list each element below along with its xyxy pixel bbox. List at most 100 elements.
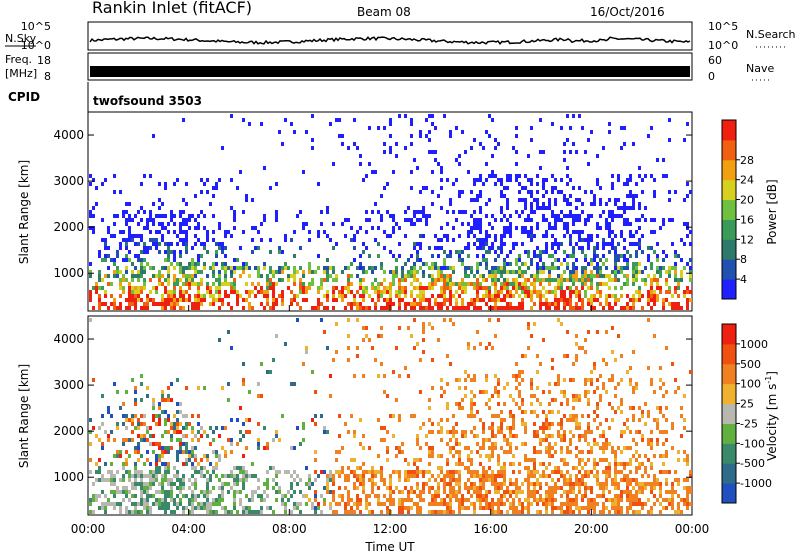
velocity-cell <box>188 450 191 454</box>
velocity-cell <box>398 326 401 330</box>
freq-panel-frame <box>87 52 693 81</box>
velocity-cell <box>434 490 437 494</box>
power-cell <box>683 198 686 202</box>
power-cell <box>500 286 503 290</box>
velocity-cell <box>572 498 575 502</box>
power-cell <box>140 286 143 290</box>
power-cell <box>659 266 662 270</box>
velocity-cell <box>434 498 437 502</box>
power-cell <box>104 302 107 306</box>
power-cell <box>206 234 209 238</box>
power-cell <box>173 250 176 254</box>
power-cell <box>383 186 386 190</box>
power-cell <box>545 178 548 182</box>
power-cell <box>317 182 320 186</box>
power-cell <box>584 290 587 294</box>
velocity-cell <box>335 322 338 326</box>
velocity-cell <box>455 482 458 486</box>
velocity-cell <box>635 466 638 470</box>
power-cell <box>575 294 578 298</box>
power-cell <box>557 266 560 270</box>
velocity-cell <box>473 374 476 378</box>
velocity-cell <box>653 418 656 422</box>
power-cell <box>659 270 662 274</box>
velocity-cell <box>653 454 656 458</box>
velocity-cell <box>122 474 125 478</box>
power-cell <box>383 306 386 310</box>
power-cell <box>524 278 527 282</box>
velocity-cell <box>140 434 143 438</box>
velocity-cell <box>500 486 503 490</box>
velocity-cell <box>155 470 158 474</box>
power-cell <box>389 290 392 294</box>
velocity-cell <box>650 466 653 470</box>
velocity-cell <box>242 422 245 426</box>
velocity-cell <box>575 418 578 422</box>
velocity-cell <box>626 474 629 478</box>
power-cell <box>425 218 428 222</box>
power-cell <box>653 218 656 222</box>
velocity-cell <box>263 446 266 450</box>
power-cell <box>518 282 521 286</box>
velocity-cell <box>557 374 560 378</box>
power-cell <box>431 170 434 174</box>
velocity-cell <box>500 426 503 430</box>
velocity-cell <box>539 438 542 442</box>
velocity-cell <box>587 390 590 394</box>
power-cell <box>440 294 443 298</box>
power-cell <box>404 290 407 294</box>
velocity-cell <box>455 430 458 434</box>
velocity-cell <box>296 506 299 510</box>
power-cell <box>611 238 614 242</box>
velocity-cell <box>449 430 452 434</box>
power-cell <box>512 146 515 150</box>
velocity-cell <box>530 378 533 382</box>
velocity-cell <box>437 502 440 506</box>
velocity-cell <box>257 438 260 442</box>
power-cell <box>632 194 635 198</box>
velocity-cell <box>230 346 233 350</box>
power-cell <box>587 138 590 142</box>
velocity-cell <box>494 482 497 486</box>
power-cell <box>422 186 425 190</box>
velocity-cell <box>356 486 359 490</box>
velocity-cell <box>689 486 692 490</box>
power-cell <box>500 274 503 278</box>
velocity-cell <box>383 390 386 394</box>
velocity-cell <box>191 450 194 454</box>
velocity-cell <box>464 394 467 398</box>
velocity-cell <box>494 474 497 478</box>
power-cell <box>275 282 278 286</box>
velocity-cell <box>464 498 467 502</box>
power-cell <box>326 258 329 262</box>
power-cell <box>599 186 602 190</box>
power-cell <box>590 282 593 286</box>
power-cell <box>155 246 158 250</box>
velocity-cell <box>494 442 497 446</box>
power-cell <box>233 218 236 222</box>
velocity-cell <box>602 506 605 510</box>
velocity-cell <box>440 498 443 502</box>
power-cell <box>320 222 323 226</box>
velocity-cell <box>308 498 311 502</box>
velocity-cell <box>671 422 674 426</box>
power-cell <box>224 290 227 294</box>
power-cell <box>230 234 233 238</box>
velocity-cell <box>131 494 134 498</box>
power-cell <box>350 262 353 266</box>
power-cell <box>620 270 623 274</box>
power-cell <box>638 238 641 242</box>
velocity-cell <box>644 502 647 506</box>
power-cell <box>515 278 518 282</box>
velocity-cell <box>308 486 311 490</box>
power-cell <box>494 182 497 186</box>
velocity-cell <box>485 478 488 482</box>
power-cell <box>539 166 542 170</box>
velocity-cell <box>680 498 683 502</box>
power-cell <box>185 250 188 254</box>
power-cell <box>416 270 419 274</box>
power-cell <box>227 282 230 286</box>
velocity-cell <box>605 478 608 482</box>
velocity-cell <box>455 422 458 426</box>
power-cell <box>488 134 491 138</box>
